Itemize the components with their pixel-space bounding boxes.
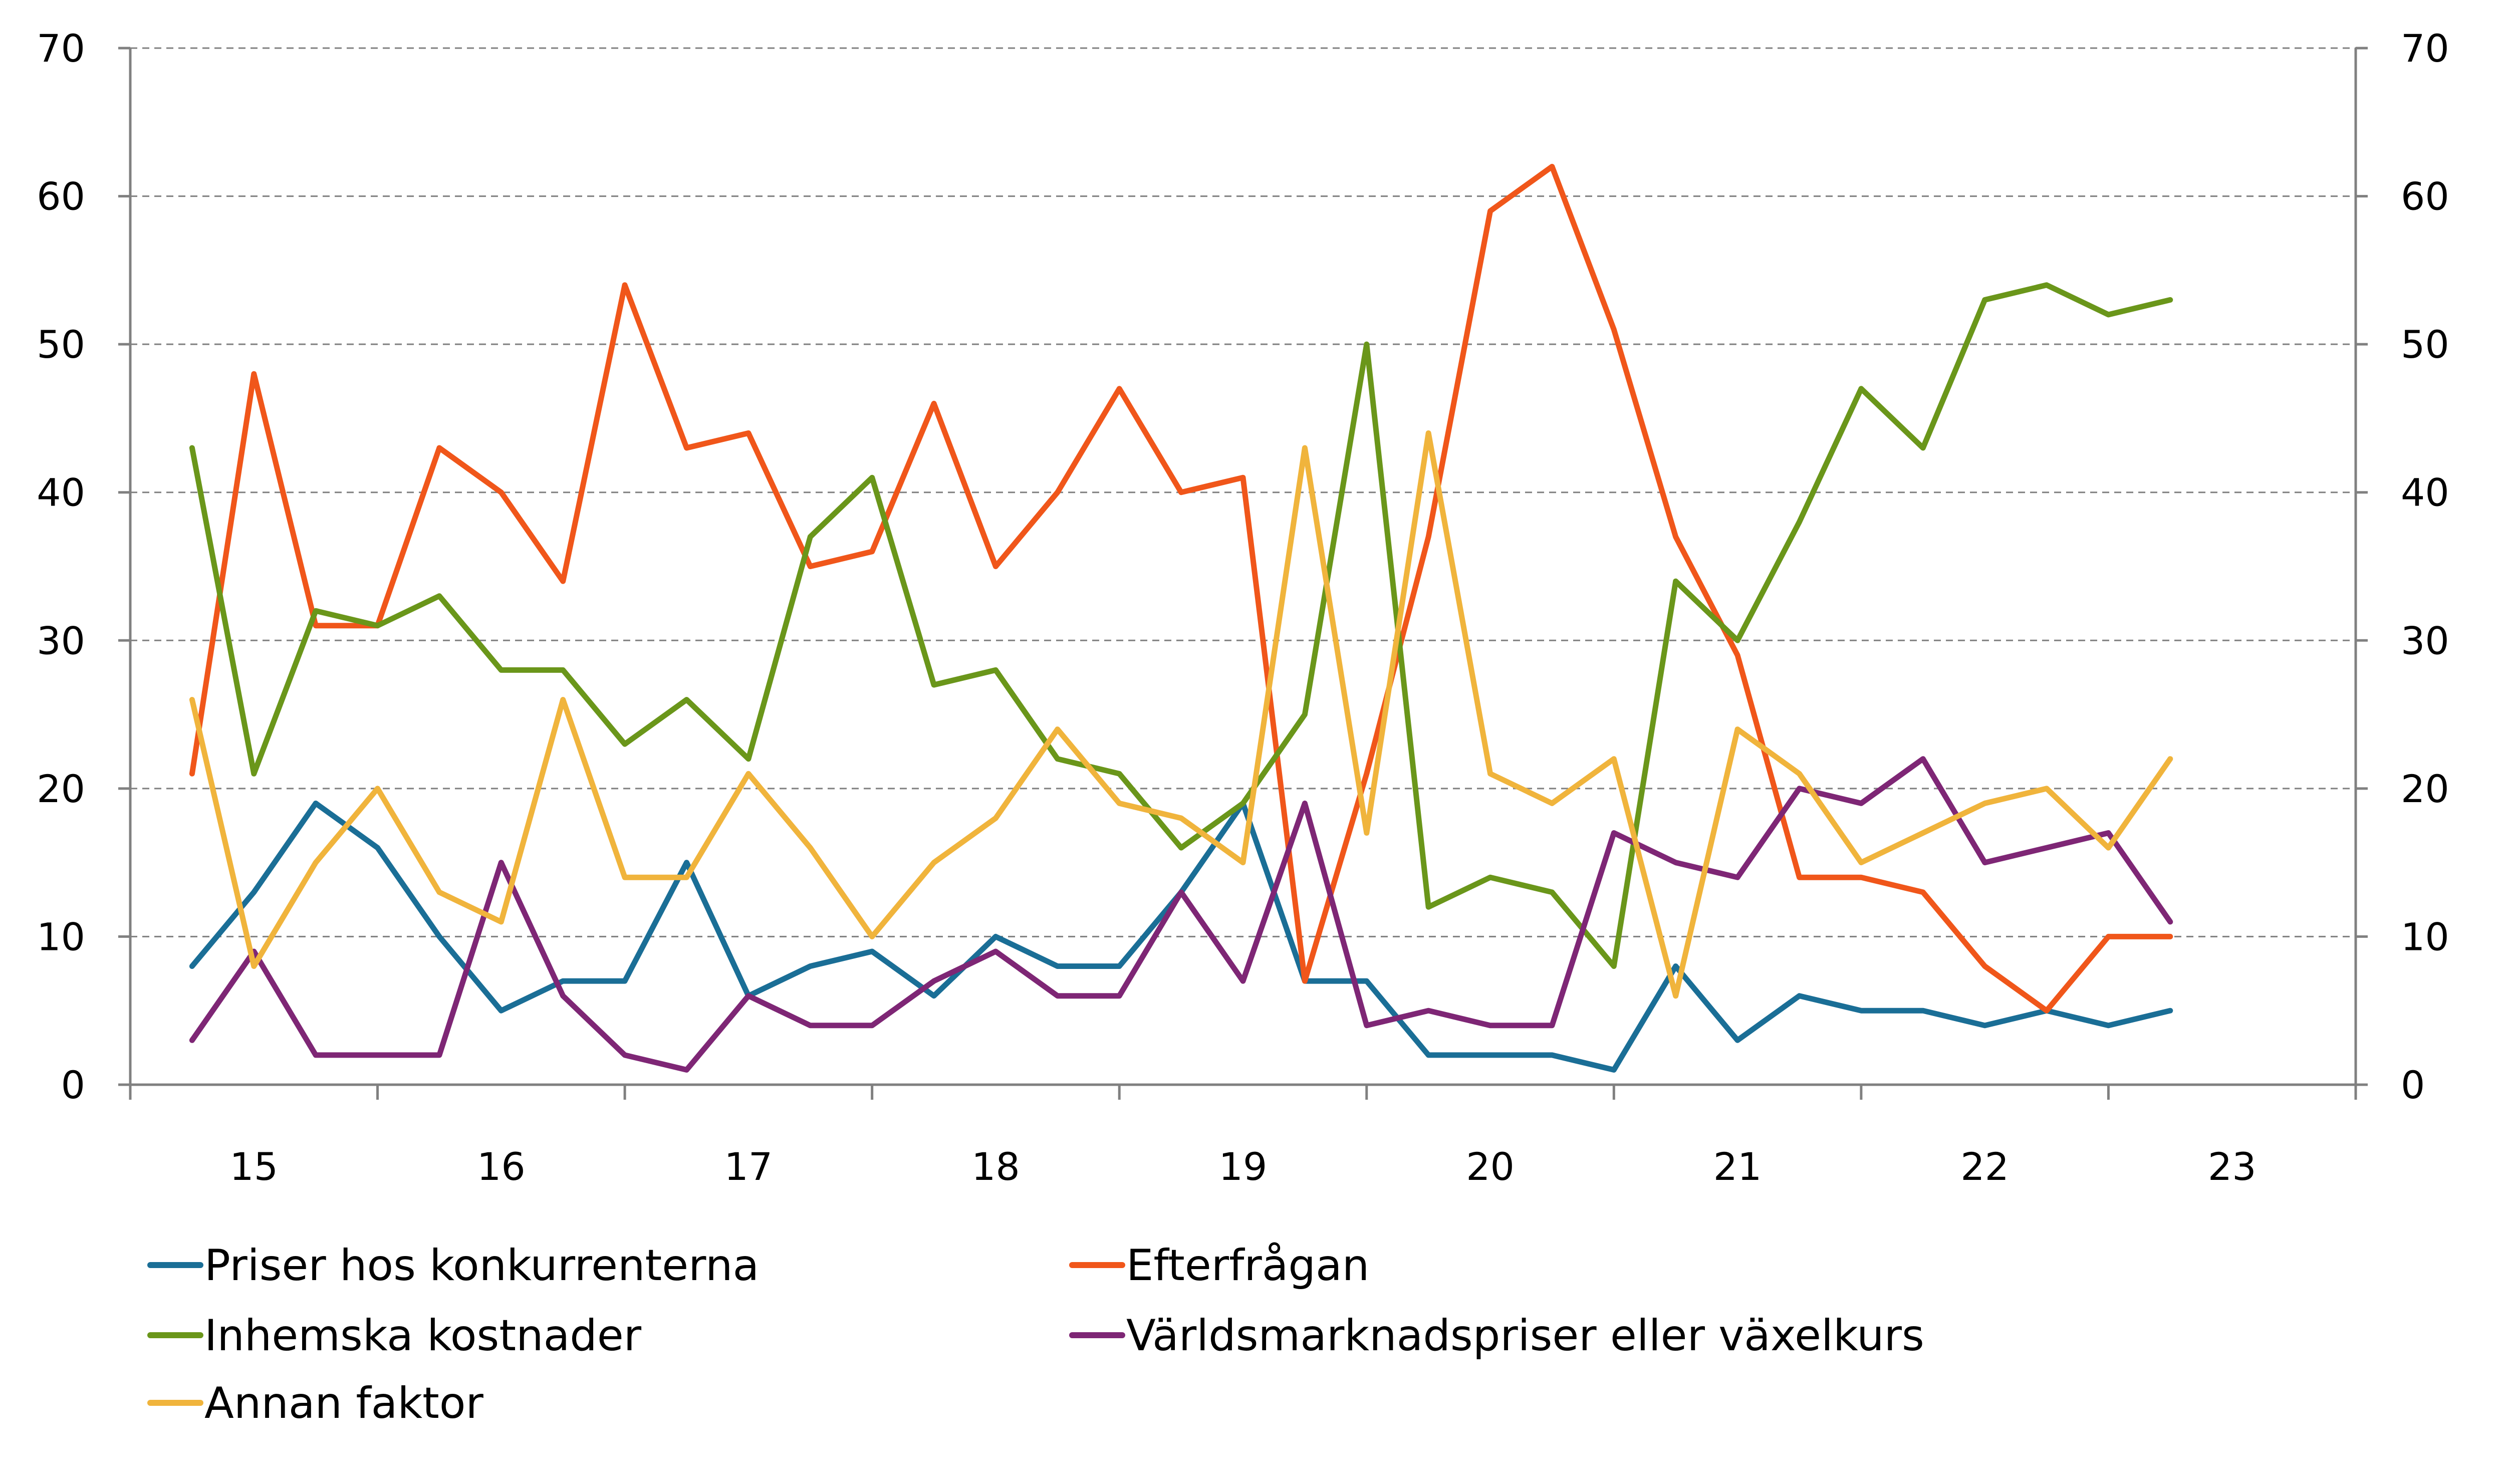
x-tick-label: 23 [2208,1144,2257,1189]
y2-tick-label: 50 [2401,322,2449,367]
series-line-4 [189,756,2173,1073]
legend: Priser hos konkurrenterna Efterfrågan Inhe… [147,1241,1924,1428]
series-line-2 [189,164,2173,1014]
x-tick-label: 19 [1219,1144,1268,1189]
axis-ticks: 0 0 10 10 20 20 30 30 40 40 50 50 60 60 70 70 15 16 17 18 19… [37,26,2449,1189]
y-tick-label: 60 [37,174,85,219]
x-tick-label: 16 [477,1144,526,1189]
y2-tick-label: 70 [2401,26,2449,71]
x-tick-label: 17 [724,1144,773,1189]
x-tick-label: 15 [229,1144,278,1189]
y-tick-label: 40 [37,470,85,515]
y-tick-label: 50 [37,322,85,367]
y-tick-label: 10 [37,914,85,959]
y2-tick-label: 30 [2401,618,2449,663]
y2-tick-label: 20 [2401,767,2449,811]
legend-label: Inhemska kostnader [204,1311,642,1361]
y-tick-label: 0 [61,1063,85,1107]
y2-tick-label: 10 [2401,914,2449,959]
y-tick-label: 70 [37,26,85,71]
y2-tick-label: 60 [2401,174,2449,219]
series-line-5 [189,430,2173,999]
y2-tick-label: 40 [2401,470,2449,515]
series-lines [189,164,2173,1073]
axes [129,48,2357,1086]
legend-label: Världsmarknadspriser eller växelkurs [1126,1311,1924,1361]
legend-label: Priser hos konkurrenterna [204,1241,759,1291]
x-tick-label: 20 [1466,1144,1515,1189]
x-tick-label: 22 [1960,1144,2009,1189]
legend-label: Annan faktor [204,1378,484,1428]
y-tick-label: 30 [37,618,85,663]
x-tick-label: 21 [1713,1144,1762,1189]
legend-label: Efterfrågan [1126,1241,1369,1291]
series-line-3 [189,282,2173,969]
x-tick-label: 18 [971,1144,1020,1189]
y-tick-label: 20 [37,767,85,811]
y2-tick-label: 0 [2401,1063,2425,1107]
